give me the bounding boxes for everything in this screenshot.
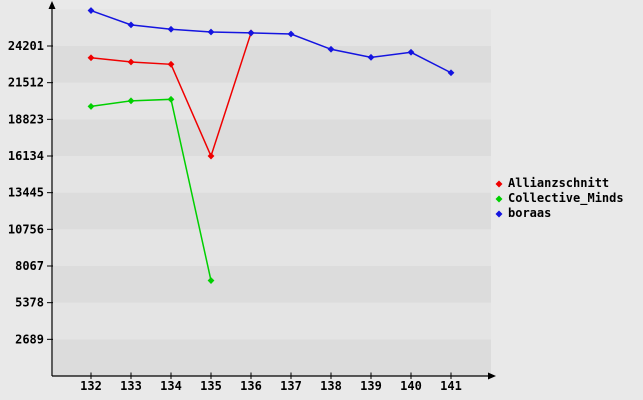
series-line-collective_minds xyxy=(90,98,212,281)
legend-item-boraas: boraas xyxy=(495,206,624,221)
plot-band xyxy=(53,46,491,83)
x-tick-label: 139 xyxy=(360,379,382,393)
data-point-diamond-icon xyxy=(407,48,415,56)
data-point-diamond-icon xyxy=(367,53,375,61)
y-tick-label: 13445 xyxy=(8,186,44,200)
plot-band xyxy=(53,82,491,120)
data-point-diamond-icon xyxy=(167,95,175,103)
x-tick-label: 133 xyxy=(120,379,142,393)
legend-label: boraas xyxy=(508,206,552,220)
y-tick-label: 18823 xyxy=(8,112,44,126)
data-point-diamond-icon xyxy=(127,58,135,66)
data-point-diamond-icon xyxy=(287,30,295,38)
red-diamond-icon xyxy=(495,180,503,187)
y-tick-label: 10756 xyxy=(8,222,44,236)
data-point-diamond-icon xyxy=(207,152,215,160)
y-tick-label: 5378 xyxy=(15,296,44,310)
blue-diamond-icon xyxy=(495,210,503,217)
data-point-diamond-icon xyxy=(87,103,95,110)
plot-band xyxy=(53,119,491,156)
x-tick-label: 132 xyxy=(80,379,102,393)
data-point-diamond-icon xyxy=(247,29,255,37)
y-tick-label: 8067 xyxy=(15,259,44,273)
legend-item-allianzschnitt: Allianzschnitt xyxy=(495,176,624,191)
plot-band xyxy=(53,192,491,230)
x-axis-arrow-icon xyxy=(488,372,496,380)
x-tick-label: 140 xyxy=(400,379,422,393)
data-point-diamond-icon xyxy=(167,25,175,33)
data-point-diamond-icon xyxy=(87,54,95,62)
series-line-boraas xyxy=(90,9,452,74)
y-tick-label: 16134 xyxy=(8,149,44,163)
plot-band xyxy=(53,156,491,193)
x-tick-label: 141 xyxy=(440,379,462,393)
x-tick-label: 136 xyxy=(240,379,262,393)
y-tick-label: 2689 xyxy=(15,332,44,346)
legend: Allianzschnitt Collective_Minds boraas xyxy=(495,176,624,221)
data-point-diamond-icon xyxy=(127,21,135,29)
y-tick-label: 24201 xyxy=(8,39,44,53)
legend-item-collective-minds: Collective_Minds xyxy=(495,191,624,206)
green-diamond-icon xyxy=(495,195,503,202)
y-tick-label: 21512 xyxy=(8,76,44,90)
x-tick-label: 137 xyxy=(280,379,302,393)
data-point-diamond-icon xyxy=(127,97,135,105)
data-point-diamond-icon xyxy=(167,60,175,68)
x-tick-label: 135 xyxy=(200,379,222,393)
data-point-diamond-icon xyxy=(207,28,215,36)
plot-band xyxy=(53,9,491,47)
data-point-diamond-icon xyxy=(327,45,335,53)
legend-label: Collective_Minds xyxy=(508,191,624,205)
legend-label: Allianzschnitt xyxy=(508,176,610,190)
plot-band xyxy=(53,229,491,266)
y-axis-arrow-icon xyxy=(48,1,56,9)
plot-band xyxy=(53,302,491,340)
plot-band xyxy=(53,339,491,376)
x-tick-label: 134 xyxy=(160,379,182,393)
data-point-diamond-icon xyxy=(87,7,95,14)
plot-band xyxy=(53,266,491,303)
x-tick-label: 138 xyxy=(320,379,342,393)
data-point-diamond-icon xyxy=(207,277,215,284)
data-point-diamond-icon xyxy=(447,69,455,77)
